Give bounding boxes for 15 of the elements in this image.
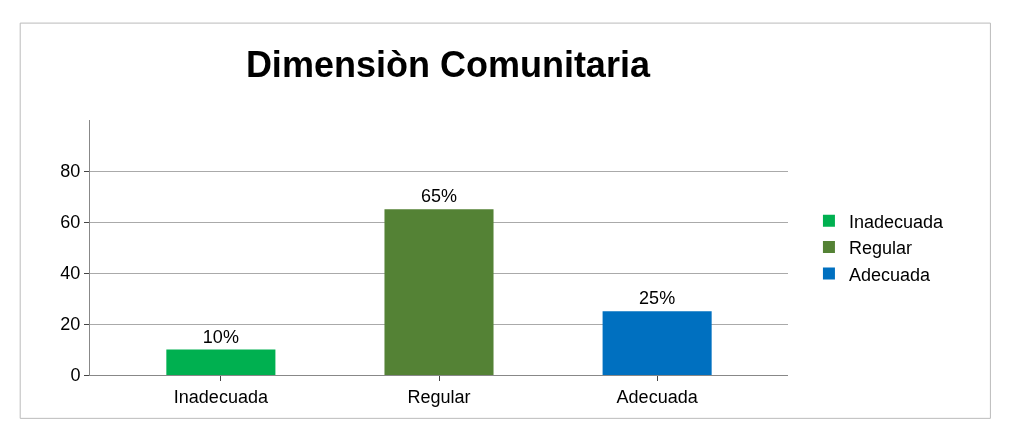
- data-label: 25%: [639, 288, 676, 309]
- x-tick-label: Adecuada: [616, 386, 699, 407]
- legend-label: Adecuada: [848, 264, 931, 285]
- y-tick-label: 80: [60, 161, 81, 182]
- y-tick-label: 40: [60, 263, 81, 284]
- y-tick-label: 20: [60, 314, 81, 335]
- chart-title: Dimensiòn Comunitaria: [245, 43, 651, 85]
- y-tick-label: 60: [60, 212, 81, 233]
- data-label: 65%: [420, 186, 458, 207]
- legend-label: Inadecuada: [848, 211, 945, 232]
- data-label: 10%: [202, 326, 239, 347]
- x-tick-label: Inadecuada: [173, 386, 269, 407]
- legend-label: Regular: [848, 238, 912, 259]
- x-tick-label: Regular: [407, 386, 471, 407]
- y-tick-label: 0: [70, 365, 81, 386]
